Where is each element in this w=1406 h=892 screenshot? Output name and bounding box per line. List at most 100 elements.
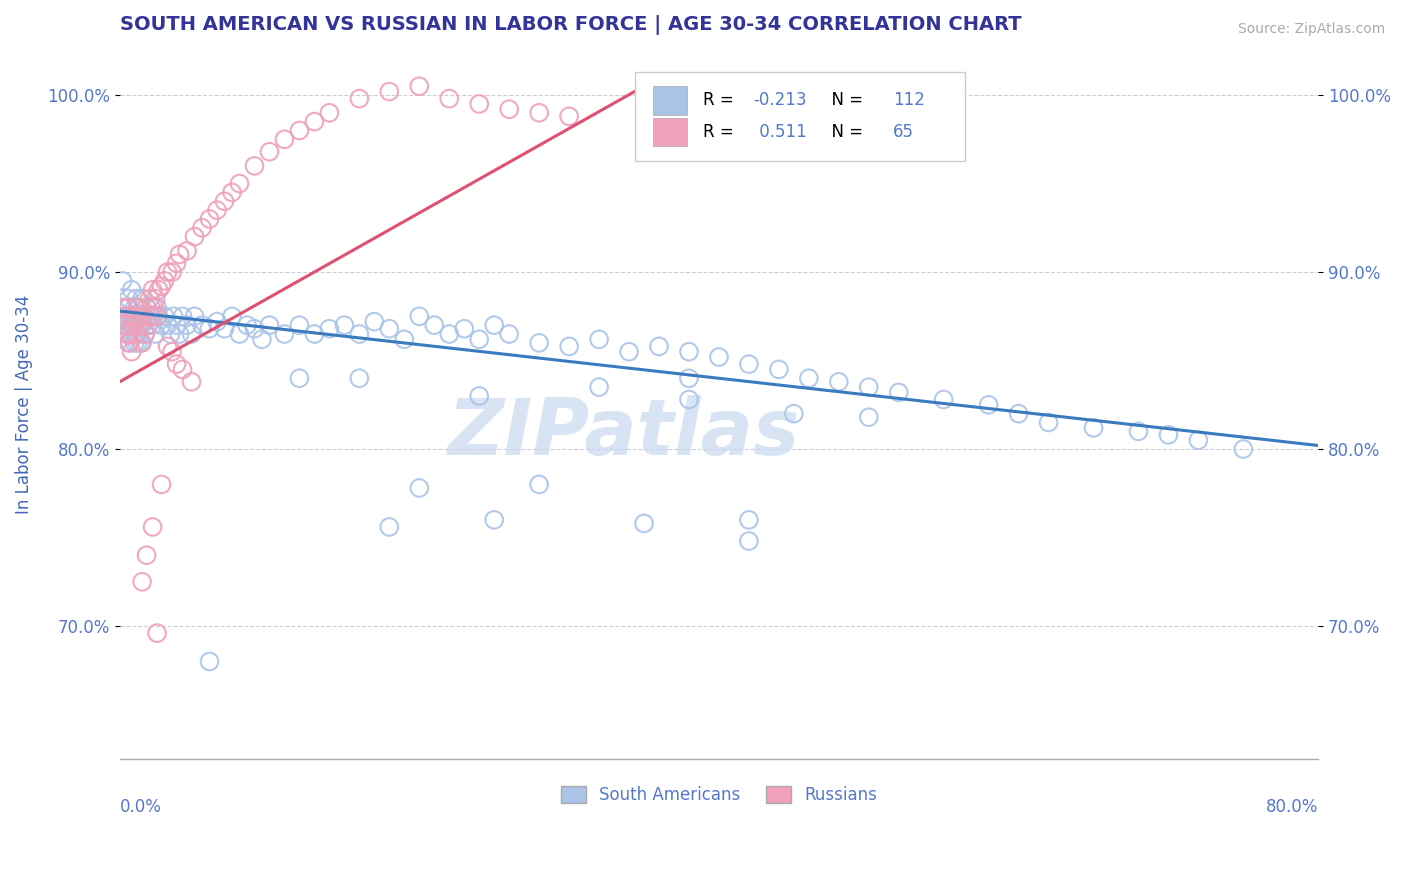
Point: [172, 310, 194, 324]
Point: [112, 310, 135, 324]
Point: [117, 301, 139, 315]
Text: N =: N =: [821, 91, 869, 110]
Point: [349, 371, 371, 385]
Point: [139, 301, 162, 315]
Point: [131, 335, 153, 350]
Point: [318, 322, 340, 336]
Point: [128, 301, 150, 315]
Point: [221, 186, 243, 200]
Point: [156, 339, 179, 353]
Legend: South Americans, Russians: South Americans, Russians: [554, 779, 883, 811]
Point: [124, 310, 146, 324]
Point: [153, 310, 176, 324]
Point: [111, 274, 134, 288]
Point: [166, 318, 188, 333]
Point: [678, 371, 700, 385]
Point: [678, 344, 700, 359]
Point: [150, 279, 173, 293]
Point: [333, 318, 356, 333]
Point: [146, 626, 169, 640]
Point: [288, 371, 311, 385]
Text: 0.511: 0.511: [754, 123, 807, 141]
Point: [121, 318, 143, 333]
Point: [127, 310, 149, 324]
Point: [198, 322, 221, 336]
Point: [121, 283, 143, 297]
Point: [135, 301, 157, 315]
Point: [146, 301, 169, 315]
Point: [124, 310, 146, 324]
Point: [115, 326, 138, 341]
Text: R =: R =: [703, 91, 740, 110]
Point: [160, 265, 183, 279]
Point: [243, 159, 266, 173]
Point: [180, 375, 202, 389]
Text: R =: R =: [703, 123, 740, 141]
Point: [453, 322, 475, 336]
Point: [134, 326, 156, 341]
Point: [115, 301, 138, 315]
Point: [828, 375, 851, 389]
Point: [156, 318, 179, 333]
Point: [378, 85, 401, 99]
Point: [558, 339, 581, 353]
Point: [408, 310, 430, 324]
Point: [228, 326, 250, 341]
Point: [468, 97, 491, 112]
Point: [115, 326, 138, 341]
Point: [134, 326, 156, 341]
Point: [183, 310, 205, 324]
Point: [977, 398, 1000, 412]
Point: [214, 194, 236, 209]
Point: [797, 371, 820, 385]
Point: [304, 326, 326, 341]
Point: [114, 310, 136, 324]
Point: [318, 105, 340, 120]
Point: [468, 332, 491, 346]
Point: [176, 244, 198, 258]
Point: [125, 326, 148, 341]
Point: [128, 326, 150, 341]
Point: [127, 335, 149, 350]
Point: [142, 283, 165, 297]
Point: [288, 123, 311, 137]
Point: [527, 105, 550, 120]
Point: [205, 203, 228, 218]
Point: [527, 335, 550, 350]
Point: [678, 392, 700, 407]
Point: [423, 318, 446, 333]
Point: [120, 310, 142, 324]
Point: [738, 357, 761, 371]
FancyBboxPatch shape: [652, 87, 686, 114]
Point: [136, 318, 159, 333]
Point: [273, 132, 295, 146]
Point: [588, 380, 610, 394]
Point: [117, 335, 139, 350]
Point: [125, 292, 148, 306]
Point: [148, 310, 170, 324]
Point: [236, 318, 259, 333]
Point: [768, 362, 790, 376]
Point: [127, 301, 149, 315]
Point: [183, 229, 205, 244]
Text: SOUTH AMERICAN VS RUSSIAN IN LABOR FORCE | AGE 30-34 CORRELATION CHART: SOUTH AMERICAN VS RUSSIAN IN LABOR FORCE…: [120, 15, 1021, 35]
Text: -0.213: -0.213: [754, 91, 807, 110]
Point: [191, 318, 214, 333]
Point: [120, 326, 142, 341]
Text: 80.0%: 80.0%: [1265, 797, 1319, 815]
Point: [132, 310, 155, 324]
Point: [378, 520, 401, 534]
Point: [148, 283, 170, 297]
Point: [243, 322, 266, 336]
Point: [349, 326, 371, 341]
Point: [169, 326, 191, 341]
Point: [131, 318, 153, 333]
Point: [136, 318, 159, 333]
Point: [439, 92, 461, 106]
Point: [120, 335, 142, 350]
Point: [1038, 416, 1060, 430]
FancyBboxPatch shape: [636, 72, 965, 161]
Point: [932, 392, 955, 407]
Point: [1007, 407, 1029, 421]
Point: [439, 326, 461, 341]
